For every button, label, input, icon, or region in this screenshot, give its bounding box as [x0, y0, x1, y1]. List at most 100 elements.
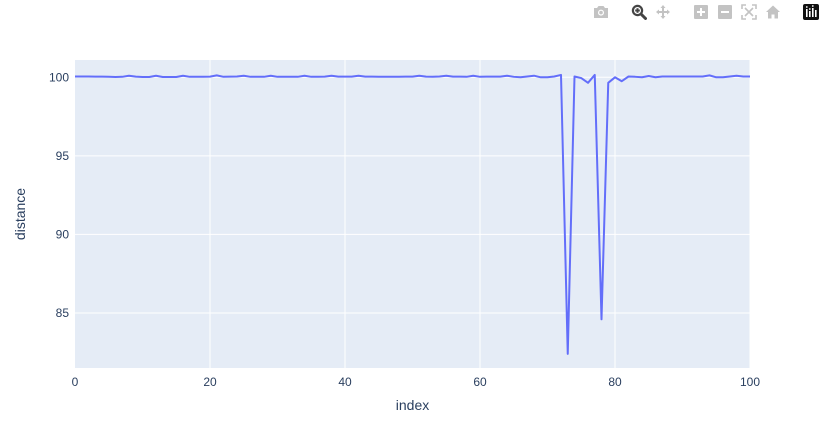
data-point[interactable] [214, 72, 220, 78]
data-point[interactable] [653, 74, 659, 80]
data-point[interactable] [734, 73, 740, 79]
data-point[interactable] [585, 80, 591, 86]
data-point[interactable] [362, 74, 368, 80]
data-point[interactable] [227, 74, 233, 80]
data-point[interactable] [592, 72, 598, 78]
data-point[interactable] [376, 74, 382, 80]
data-point[interactable] [86, 74, 92, 80]
data-point[interactable] [572, 74, 578, 80]
data-point[interactable] [497, 74, 503, 80]
plot-area[interactable] [75, 60, 750, 368]
data-point[interactable] [315, 74, 321, 80]
data-point[interactable] [180, 73, 186, 79]
data-point[interactable] [194, 74, 200, 80]
data-point[interactable] [106, 74, 112, 80]
data-point[interactable] [747, 74, 753, 80]
data-point[interactable] [383, 74, 389, 80]
data-point[interactable] [477, 74, 483, 80]
data-point[interactable] [167, 74, 173, 80]
data-point[interactable] [72, 74, 78, 80]
data-point[interactable] [720, 74, 726, 80]
data-point[interactable] [700, 74, 706, 80]
data-point[interactable] [221, 74, 227, 80]
data-point[interactable] [92, 74, 98, 80]
data-point[interactable] [457, 74, 463, 80]
zoom-in-icon[interactable] [691, 2, 711, 22]
data-point[interactable] [288, 74, 294, 80]
data-point[interactable] [666, 74, 672, 80]
zoom-icon[interactable] [629, 2, 649, 22]
data-point[interactable] [322, 74, 328, 80]
data-point[interactable] [187, 74, 193, 80]
data-point[interactable] [410, 74, 416, 80]
data-point[interactable] [464, 74, 470, 80]
data-point[interactable] [200, 74, 206, 80]
data-point[interactable] [558, 72, 564, 78]
data-point[interactable] [126, 73, 132, 79]
data-point[interactable] [484, 74, 490, 80]
data-point[interactable] [241, 73, 247, 79]
data-point[interactable] [646, 73, 652, 79]
data-point[interactable] [470, 73, 476, 79]
data-point[interactable] [430, 74, 436, 80]
data-point[interactable] [349, 74, 355, 80]
data-point[interactable] [673, 74, 679, 80]
data-point[interactable] [605, 80, 611, 86]
data-point[interactable] [308, 74, 314, 80]
data-point[interactable] [524, 74, 530, 80]
series-line[interactable] [75, 73, 750, 355]
data-point[interactable] [356, 73, 362, 79]
data-point[interactable] [619, 78, 625, 84]
data-point[interactable] [551, 74, 557, 80]
data-point[interactable] [538, 74, 544, 80]
pan-icon[interactable] [653, 2, 673, 22]
data-point[interactable] [275, 74, 281, 80]
data-point[interactable] [403, 74, 409, 80]
data-point[interactable] [268, 73, 274, 79]
data-point[interactable] [450, 74, 456, 80]
data-point[interactable] [511, 74, 517, 80]
autoscale-icon[interactable] [739, 2, 759, 22]
data-point[interactable] [680, 74, 686, 80]
data-point[interactable] [437, 74, 443, 80]
reset-axes-icon[interactable] [763, 2, 783, 22]
data-point[interactable] [740, 74, 746, 80]
data-point[interactable] [693, 74, 699, 80]
data-point[interactable] [342, 74, 348, 80]
data-point[interactable] [302, 73, 308, 79]
data-point[interactable] [335, 74, 341, 80]
data-point[interactable] [99, 74, 105, 80]
data-point[interactable] [248, 74, 254, 80]
data-point[interactable] [113, 74, 119, 80]
data-point[interactable] [254, 74, 260, 80]
data-point[interactable] [707, 72, 713, 78]
data-point[interactable] [531, 73, 537, 79]
data-point[interactable] [443, 73, 449, 79]
data-point[interactable] [632, 74, 638, 80]
data-point[interactable] [659, 74, 665, 80]
zoom-out-icon[interactable] [715, 2, 735, 22]
data-point[interactable] [423, 74, 429, 80]
data-point[interactable] [578, 75, 584, 81]
data-point[interactable] [160, 74, 166, 80]
data-point[interactable] [639, 74, 645, 80]
data-point[interactable] [518, 74, 524, 80]
data-point[interactable] [133, 74, 139, 80]
data-point[interactable] [207, 74, 213, 80]
data-point[interactable] [727, 74, 733, 80]
data-point[interactable] [599, 316, 605, 322]
plotly-logo-icon[interactable] [801, 2, 821, 22]
camera-icon[interactable] [591, 2, 611, 22]
data-point[interactable] [261, 74, 267, 80]
data-point[interactable] [612, 74, 618, 80]
data-point[interactable] [295, 74, 301, 80]
data-point[interactable] [329, 73, 335, 79]
data-point[interactable] [79, 74, 85, 80]
data-point[interactable] [491, 74, 497, 80]
data-point[interactable] [389, 74, 395, 80]
data-point[interactable] [369, 74, 375, 80]
data-point[interactable] [234, 74, 240, 80]
data-point[interactable] [504, 73, 510, 79]
data-point[interactable] [153, 73, 159, 79]
data-point[interactable] [140, 74, 146, 80]
